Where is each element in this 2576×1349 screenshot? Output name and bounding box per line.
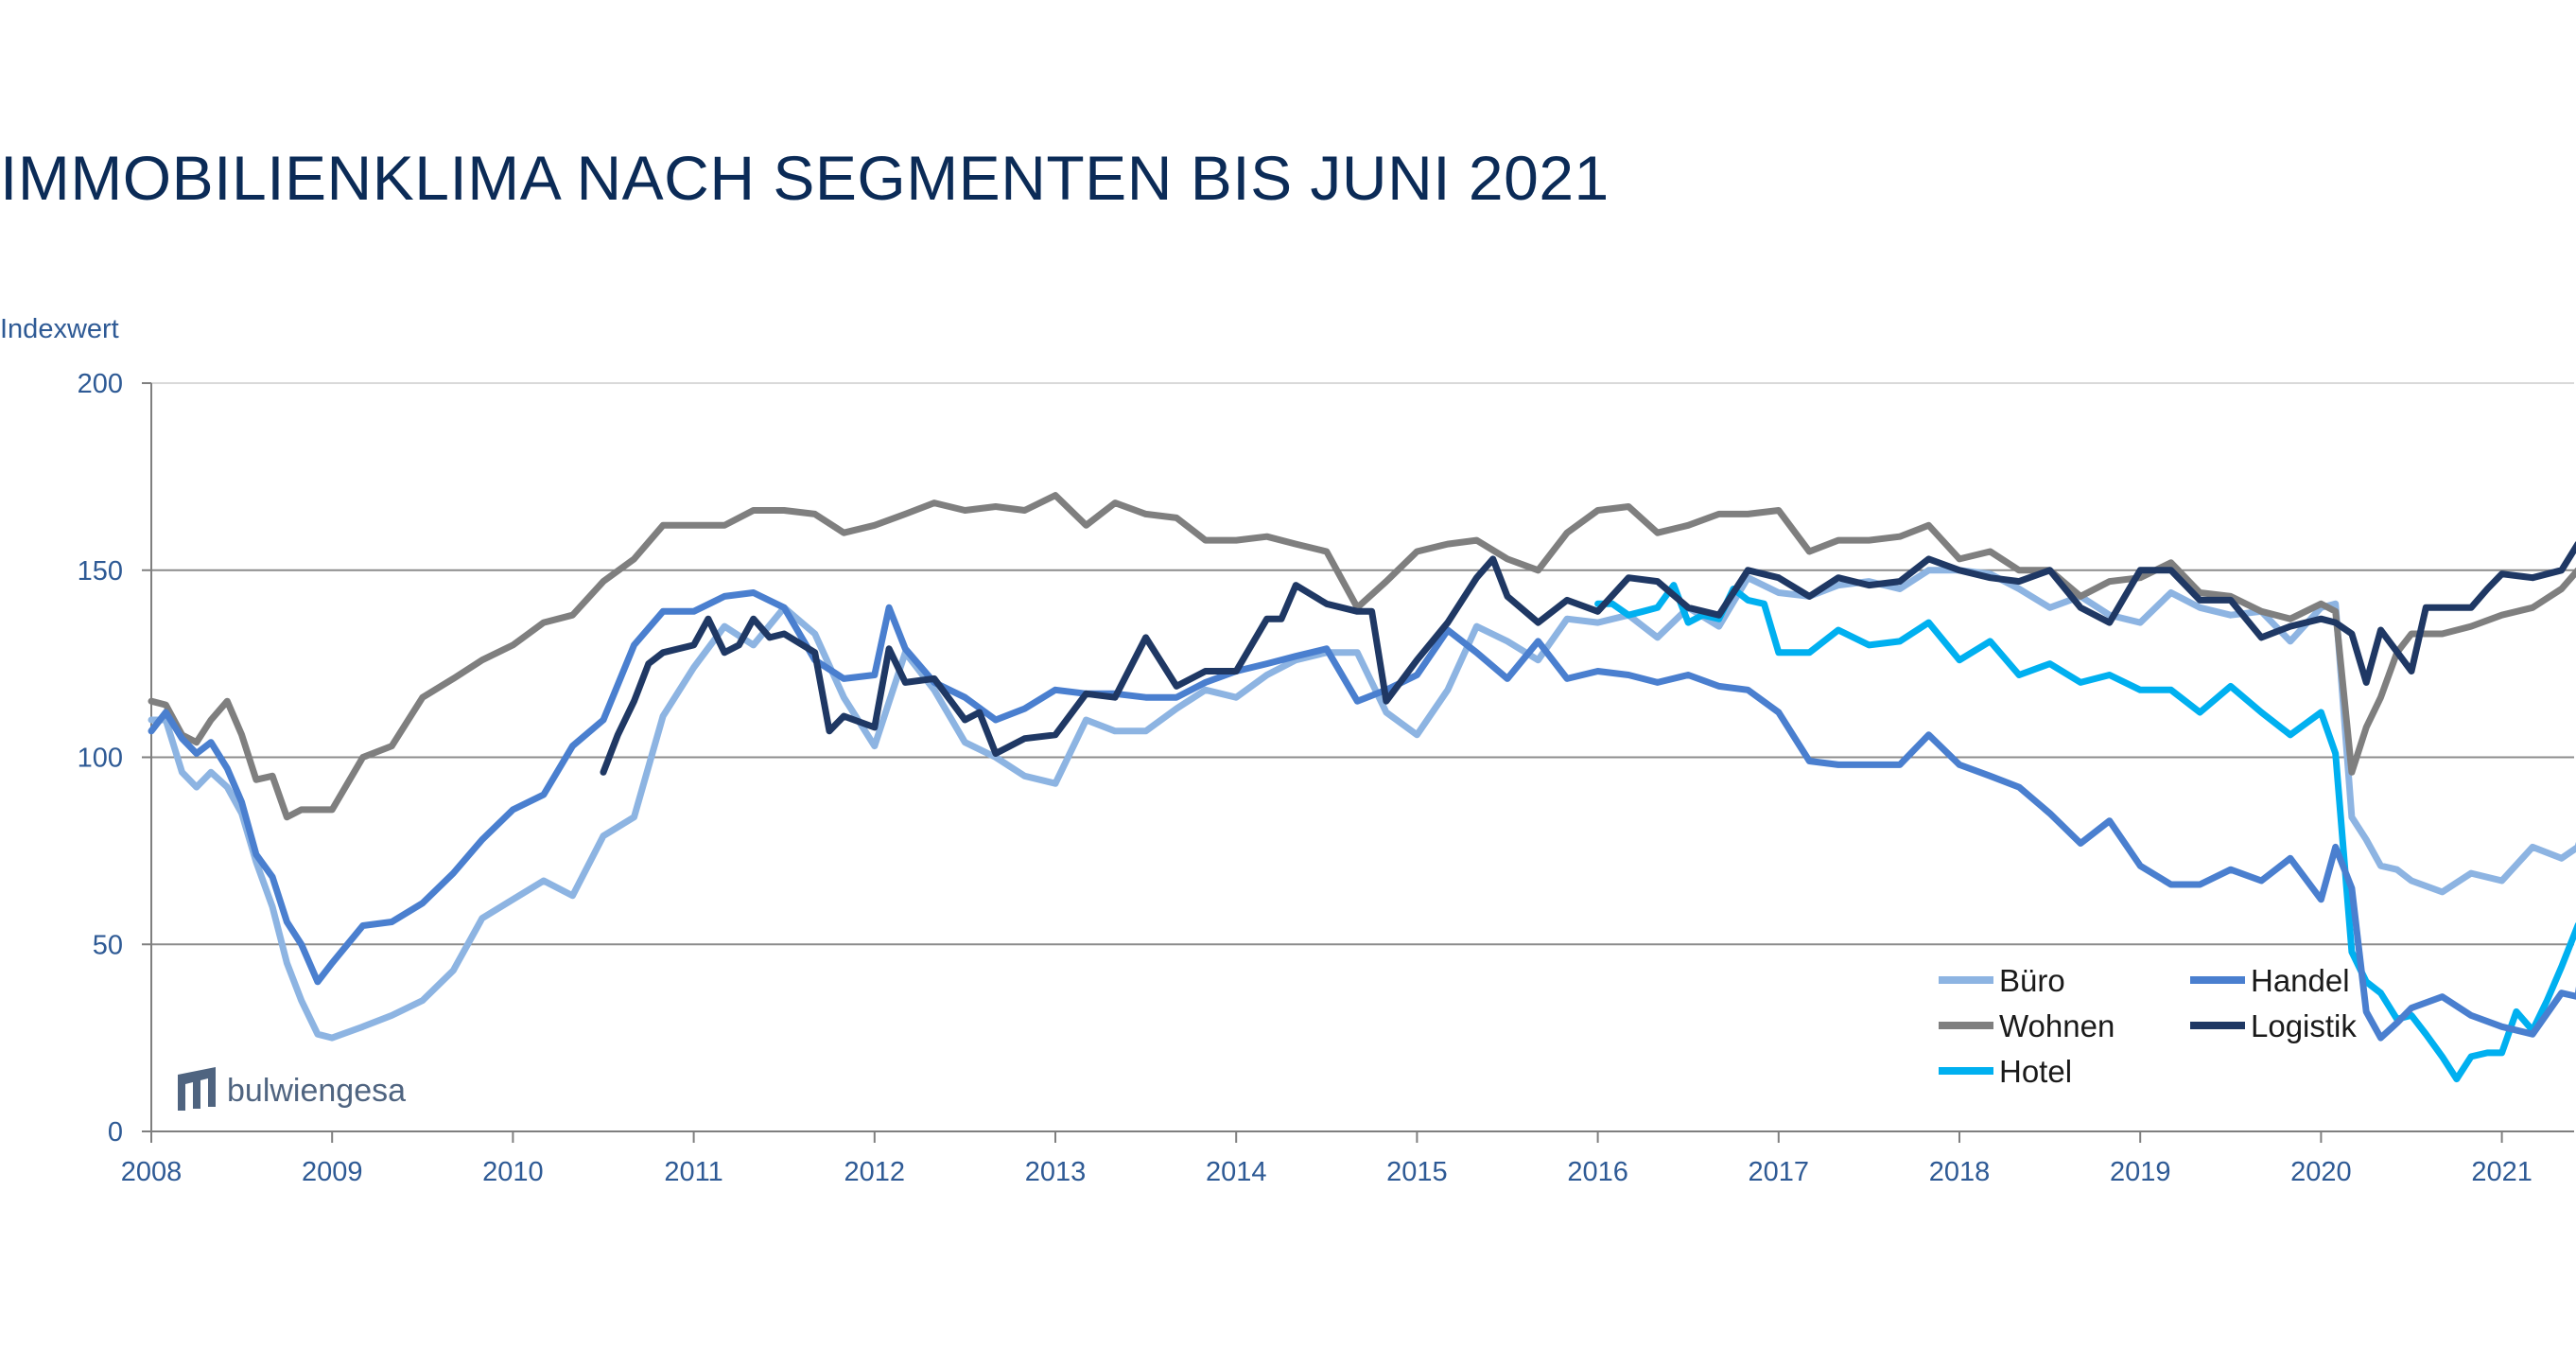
x-tick-label: 2010 bbox=[482, 1157, 544, 1187]
y-tick-label: 200 bbox=[78, 369, 123, 399]
series-line-wohnen bbox=[148, 492, 2576, 821]
x-tick-label: 2020 bbox=[2290, 1157, 2352, 1187]
y-axis-label: Indexwert bbox=[0, 314, 119, 344]
bulwiengesa-logo: bulwiengesa bbox=[178, 1067, 406, 1111]
x-tick-label: 2015 bbox=[1386, 1157, 1448, 1187]
legend-label: Wohnen bbox=[1999, 1008, 2115, 1043]
x-tick-label: 2021 bbox=[2471, 1157, 2532, 1187]
series-line-hotel bbox=[1594, 582, 2576, 1083]
axes bbox=[142, 382, 2574, 1143]
x-tick-label: 2017 bbox=[1749, 1157, 1810, 1187]
legend-label: Hotel bbox=[1999, 1054, 2072, 1089]
y-tick-label: 0 bbox=[108, 1117, 123, 1148]
x-tick-label: 2016 bbox=[1567, 1157, 1628, 1187]
x-tick-label: 2013 bbox=[1025, 1157, 1087, 1187]
x-tick-label: 2011 bbox=[664, 1157, 722, 1187]
chart-title: IMMOBILIENKLIMA NACH SEGMENTEN BIS JUNI … bbox=[0, 143, 1610, 213]
series-line-handel bbox=[148, 589, 2576, 1042]
x-tick-label: 2008 bbox=[121, 1157, 183, 1187]
logo-mark-icon bbox=[178, 1067, 216, 1111]
series-line-logistik bbox=[600, 541, 2576, 776]
legend: Büro Handel Wohnen Logistik Hotel bbox=[1939, 963, 2357, 1089]
legend-label: Handel bbox=[2251, 963, 2350, 998]
x-tick-label: 2018 bbox=[1929, 1157, 1991, 1187]
y-tick-label: 50 bbox=[93, 930, 123, 960]
legend-label: Logistik bbox=[2251, 1008, 2357, 1043]
x-tick-label: 2019 bbox=[2110, 1157, 2171, 1187]
legend-label: Büro bbox=[1999, 963, 2065, 998]
logo-text: bulwiengesa bbox=[227, 1073, 406, 1109]
y-tick-label: 150 bbox=[78, 556, 123, 587]
y-tick-label: 100 bbox=[78, 744, 123, 774]
series-lines bbox=[148, 492, 2576, 1083]
tick-labels: 0 50 100 150 200 2008 2009 2010 2011 2012 2013 2014… bbox=[78, 369, 2532, 1187]
x-tick-label: 2014 bbox=[1206, 1157, 1267, 1187]
x-tick-label: 2009 bbox=[302, 1157, 363, 1187]
x-tick-label: 2012 bbox=[844, 1157, 906, 1187]
